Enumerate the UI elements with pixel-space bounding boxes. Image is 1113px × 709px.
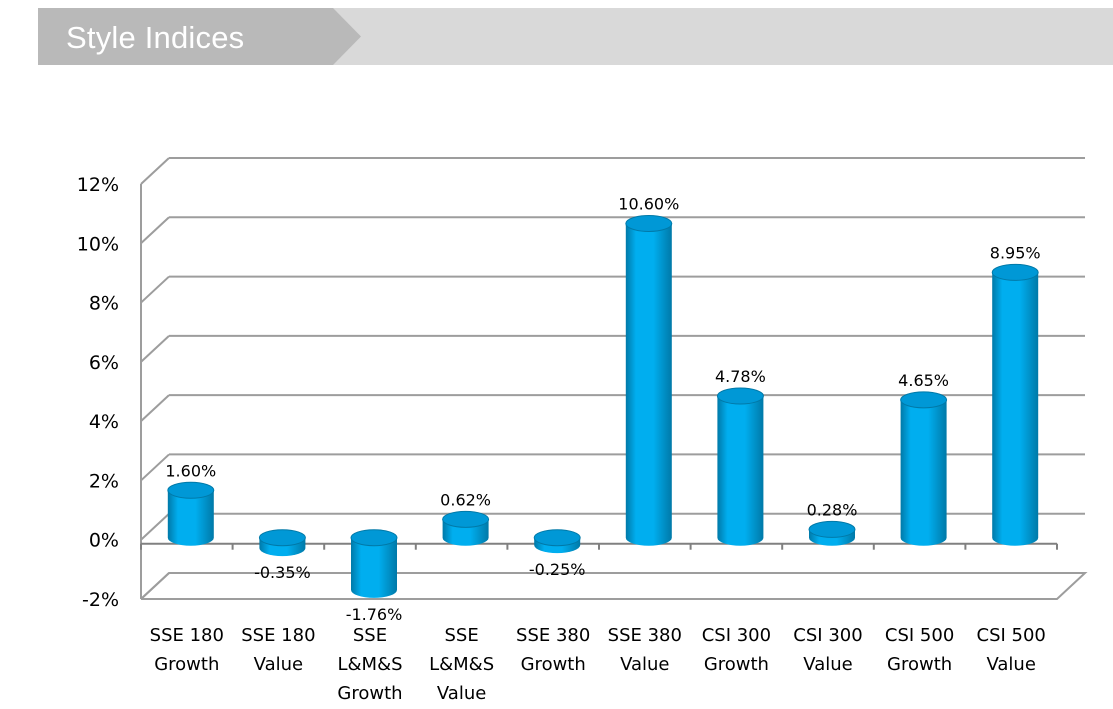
bar bbox=[167, 481, 215, 546]
bar bbox=[991, 263, 1039, 546]
grid-connector bbox=[140, 216, 170, 245]
x-category-label: SSE 380 Value bbox=[608, 625, 682, 675]
data-label: 10.60% bbox=[618, 195, 679, 214]
x-category-label: CSI 300 Value bbox=[793, 625, 862, 675]
x-category-label: SSE 180 Growth bbox=[150, 625, 224, 675]
y-tick-label: 8% bbox=[89, 293, 119, 315]
page-title: Style Indices bbox=[66, 20, 245, 55]
data-label: -0.25% bbox=[529, 560, 586, 579]
data-label: -1.76% bbox=[346, 605, 403, 624]
grid-connector bbox=[140, 453, 170, 482]
x-category-label: SSE L&M&S Growth bbox=[337, 625, 402, 704]
y-tick-label: -2% bbox=[82, 589, 119, 611]
floor-outline bbox=[140, 572, 1088, 600]
bar bbox=[258, 529, 306, 557]
y-tick-label: 6% bbox=[89, 352, 119, 374]
data-label: 4.78% bbox=[715, 367, 766, 386]
y-tick-label: 0% bbox=[89, 530, 119, 552]
x-category-label: CSI 300 Growth bbox=[702, 625, 771, 675]
x-category-label: SSE 180 Value bbox=[241, 625, 315, 675]
y-tick-label: 12% bbox=[77, 174, 119, 196]
bar bbox=[442, 510, 490, 546]
grid-connector bbox=[140, 512, 170, 541]
y-tick-label: 10% bbox=[77, 233, 119, 255]
bar bbox=[350, 529, 398, 598]
bar bbox=[808, 520, 856, 546]
x-category-label: SSE 380 Growth bbox=[516, 625, 590, 675]
data-label: 0.28% bbox=[807, 500, 858, 519]
bar bbox=[900, 391, 948, 546]
bar bbox=[533, 529, 581, 554]
x-category-label: CSI 500 Growth bbox=[885, 625, 954, 675]
data-label: -0.35% bbox=[254, 563, 311, 582]
grid-connector bbox=[140, 157, 170, 185]
data-label: 0.62% bbox=[440, 490, 491, 509]
x-category-label: SSE L&M&S Value bbox=[429, 625, 494, 704]
grid-connector bbox=[140, 275, 170, 304]
bar bbox=[716, 387, 764, 546]
bar bbox=[625, 215, 673, 546]
section-header: Style Indices bbox=[38, 8, 1113, 65]
x-category-label: CSI 500 Value bbox=[977, 625, 1046, 675]
grid-connector bbox=[140, 335, 170, 363]
data-label: 4.65% bbox=[898, 371, 949, 390]
y-tick-label: 4% bbox=[89, 411, 119, 433]
data-label: 1.60% bbox=[165, 461, 216, 480]
data-label: 8.95% bbox=[990, 243, 1041, 262]
header-banner-shape bbox=[38, 8, 1113, 65]
grid-connector bbox=[140, 394, 170, 422]
y-tick-label: 2% bbox=[89, 470, 119, 492]
